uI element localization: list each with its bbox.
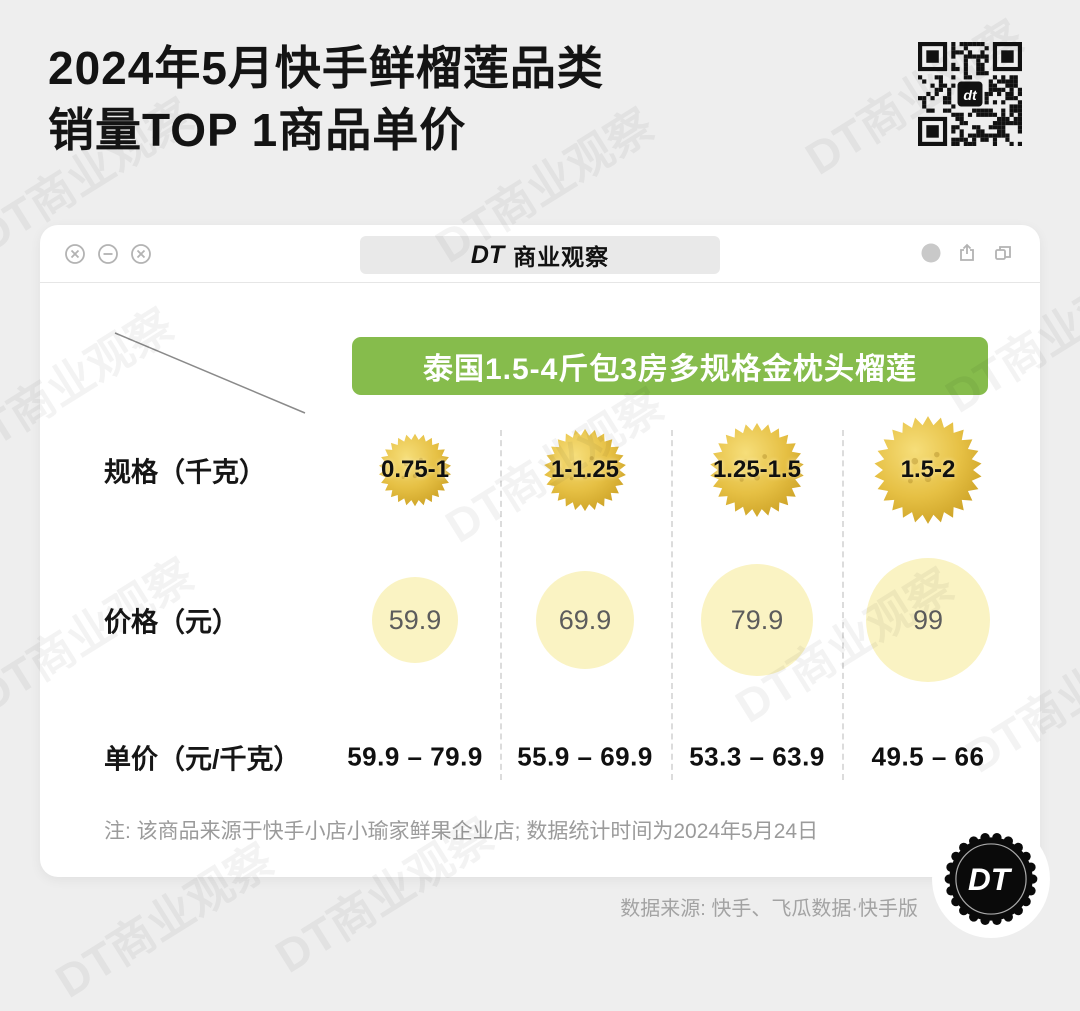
- spec-cell: 1.5-2: [873, 415, 983, 525]
- qr-code: dt: [918, 42, 1022, 146]
- price-bubble: 69.9: [536, 571, 634, 669]
- dt-logo-seal: DT: [932, 820, 1050, 938]
- price-cell: 79.9: [701, 564, 813, 676]
- spec-cell: 1.25-1.5: [709, 422, 805, 518]
- price-value: 69.9: [558, 604, 612, 635]
- spec-value: 0.75-1: [380, 456, 450, 483]
- footnote: 注: 该商品来源于快手小店小瑜家鲜果企业店; 数据统计时间为2024年5月24日: [104, 820, 819, 843]
- unit-price-value: 49.5 – 66: [871, 741, 985, 772]
- page-title: 2024年5月快手鲜榴莲品类 销量TOP 1商品单价: [48, 38, 604, 161]
- brand-dt-logo: DT: [470, 240, 505, 269]
- new-window-icon[interactable]: [992, 242, 1014, 264]
- close-icon[interactable]: [130, 243, 152, 265]
- close-icon[interactable]: [64, 243, 86, 265]
- durian-icon: [544, 428, 626, 512]
- price-cell: 69.9: [536, 571, 634, 669]
- price-row-label: 价格（元）: [104, 607, 239, 638]
- price-bubble: 59.9: [372, 577, 458, 663]
- pointer-line: [114, 332, 306, 414]
- browser-window: DT 商业观察 泰国1.5-4斤包3房多规格金枕头榴莲 规格（千克） 价格（元）…: [40, 225, 1040, 877]
- unit-price-cell: 55.9 – 69.9: [517, 742, 653, 773]
- unit-row-label: 单价（元/千克）: [104, 744, 301, 775]
- spec-value: 1.5-2: [900, 456, 956, 483]
- price-cell: 59.9: [372, 577, 458, 663]
- column-divider: [500, 430, 502, 780]
- address-bar: DT 商业观察: [360, 236, 720, 274]
- share-icon[interactable]: [956, 242, 978, 264]
- page-title-line2: 销量TOP 1商品单价: [48, 103, 467, 156]
- spec-value: 1-1.25: [550, 456, 620, 483]
- durian-icon: [379, 433, 451, 507]
- spec-cell: 1-1.25: [543, 428, 627, 512]
- price-cell: 99: [866, 558, 990, 682]
- durian-icon: [874, 416, 982, 524]
- column-divider: [842, 430, 844, 780]
- durian-icon: [710, 422, 804, 518]
- dt-logo-text: DT: [968, 861, 1013, 897]
- page-title-line1: 2024年5月快手鲜榴莲品类: [48, 42, 604, 94]
- unit-price-value: 55.9 – 69.9: [517, 741, 653, 772]
- data-source: 数据来源: 快手、飞瓜数据·快手版: [620, 898, 918, 920]
- price-value: 59.9: [388, 604, 442, 635]
- unit-price-value: 59.9 – 79.9: [347, 741, 483, 772]
- spec-row-label: 规格（千克）: [104, 457, 266, 488]
- unit-price-cell: 49.5 – 66: [872, 742, 985, 773]
- product-banner: 泰国1.5-4斤包3房多规格金枕头榴莲: [352, 337, 988, 395]
- unit-price-cell: 59.9 – 79.9: [347, 742, 483, 773]
- price-bubble: 99: [866, 558, 990, 682]
- price-bubble: 79.9: [701, 564, 813, 676]
- profile-circle-icon[interactable]: [920, 242, 942, 264]
- column-divider: [671, 430, 673, 780]
- window-titlebar: DT 商业观察: [40, 225, 1040, 283]
- brand-name: 商业观察: [513, 244, 610, 270]
- qr-center-label: dt: [963, 87, 978, 103]
- minimize-icon[interactable]: [97, 243, 119, 265]
- spec-value: 1.25-1.5: [712, 456, 802, 483]
- unit-price-value: 53.3 – 63.9: [689, 741, 825, 772]
- price-value: 99: [912, 604, 944, 635]
- unit-price-cell: 53.3 – 63.9: [689, 742, 825, 773]
- spec-cell: 0.75-1: [378, 433, 452, 507]
- price-value: 79.9: [730, 604, 784, 635]
